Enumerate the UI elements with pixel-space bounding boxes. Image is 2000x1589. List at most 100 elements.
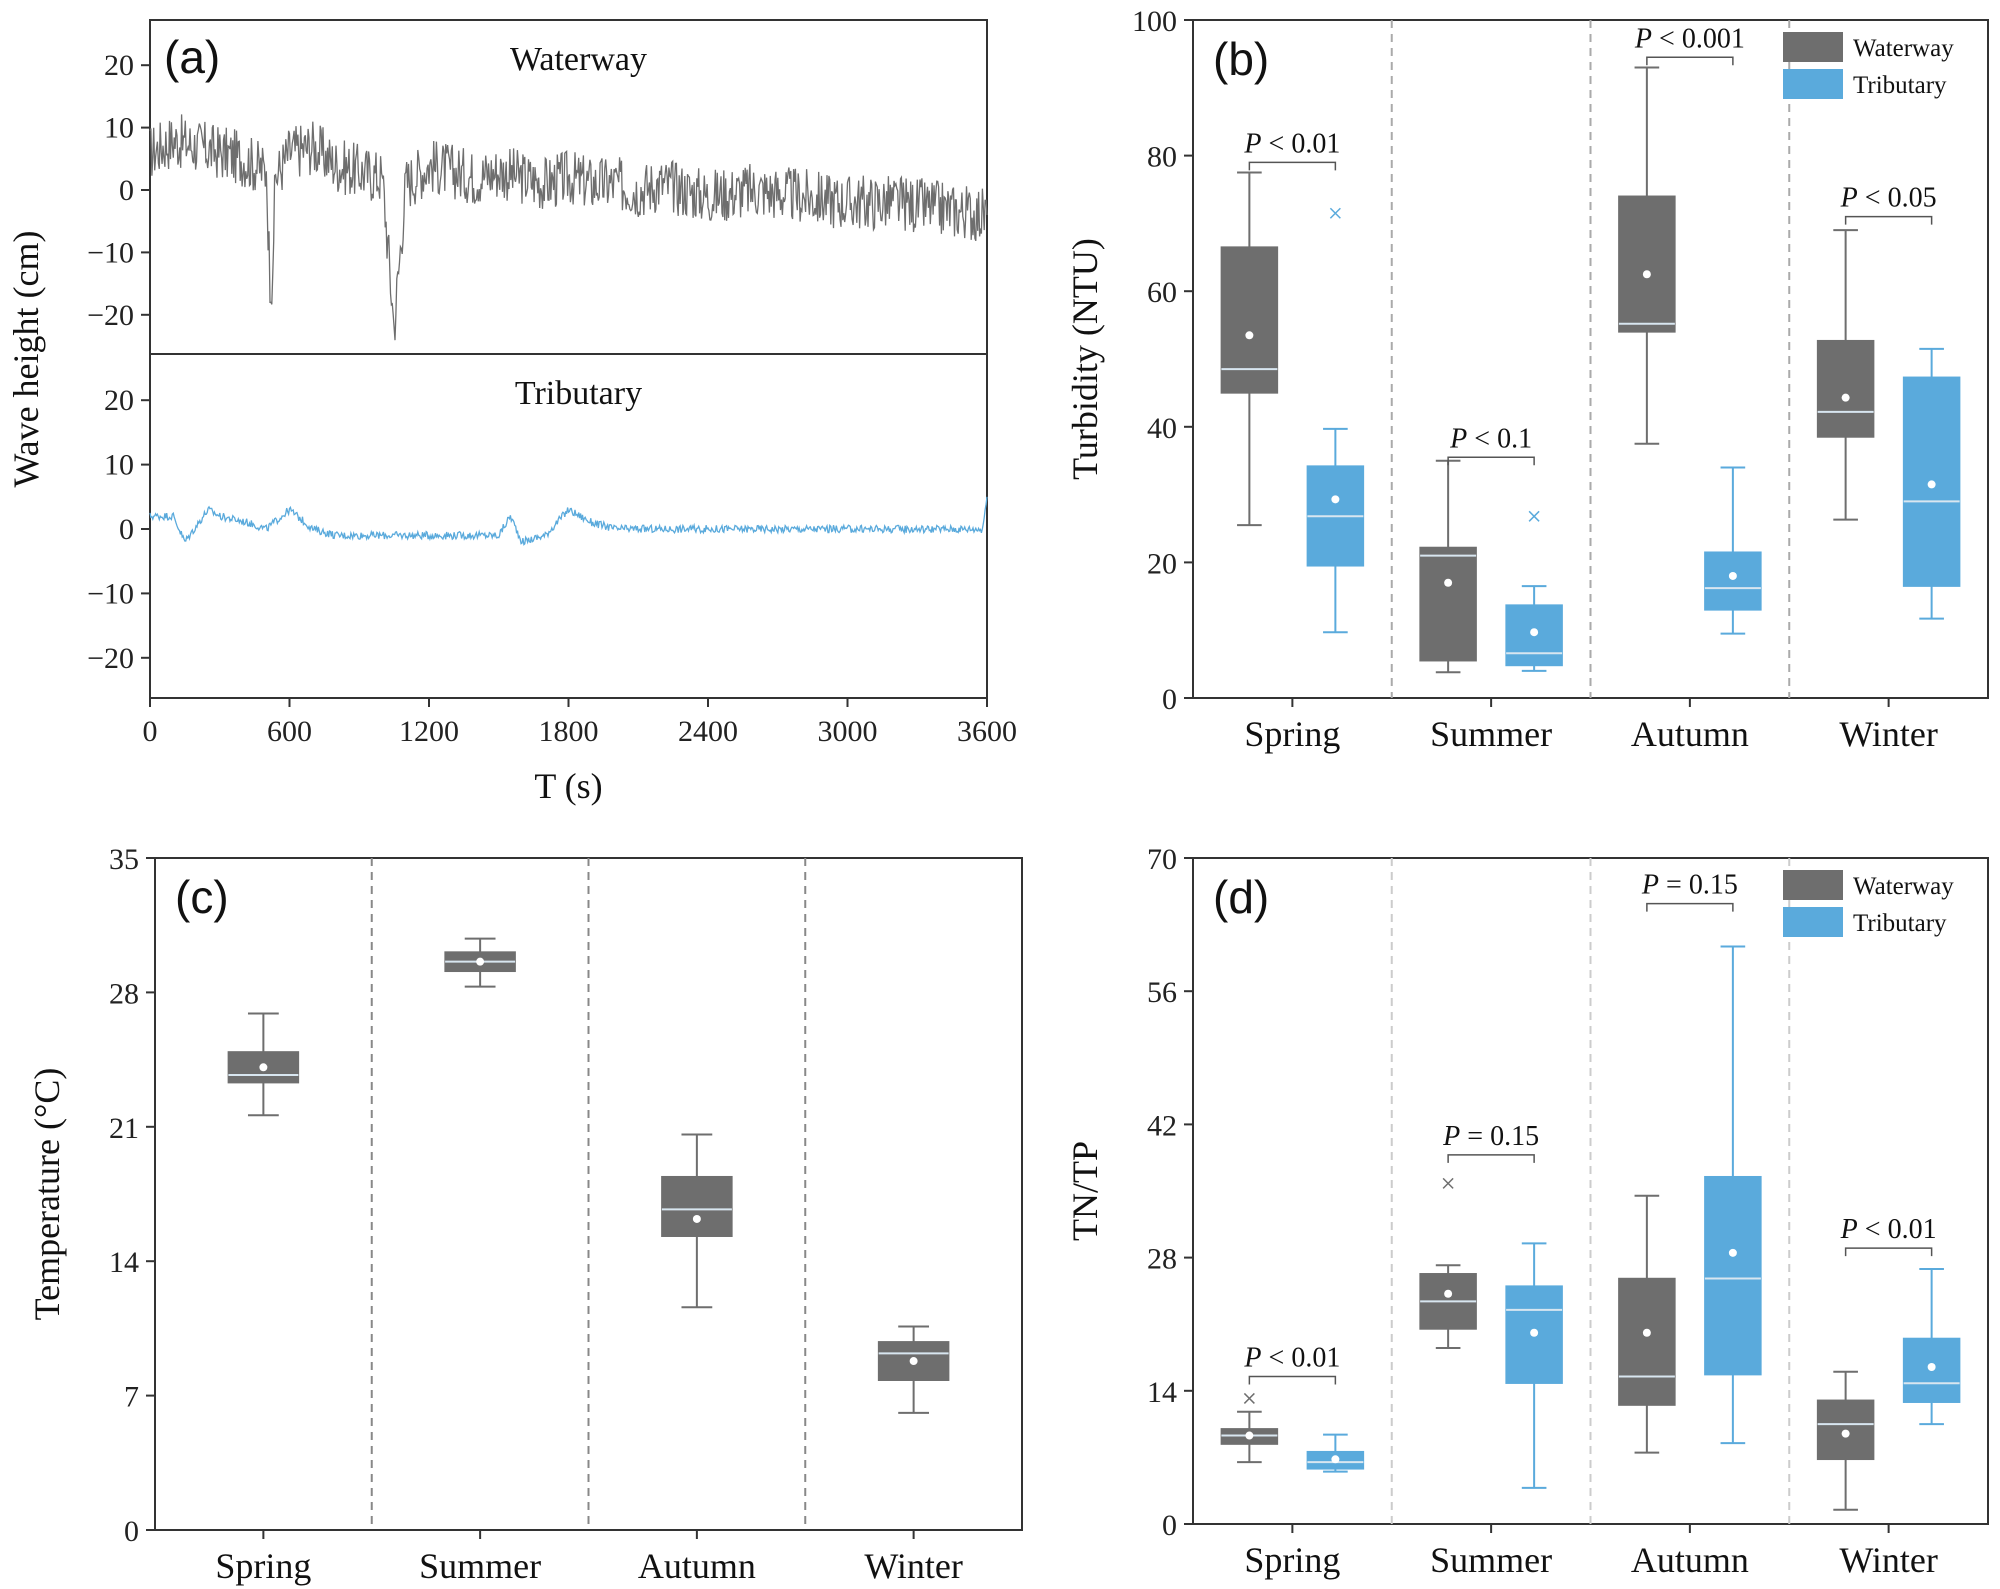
wave-trace-tributary: [149, 496, 988, 546]
box-iqr: [1220, 246, 1279, 394]
tributary-box-autumn: [1704, 945, 1762, 1445]
legend-swatch: [1783, 32, 1843, 62]
y-tick-label: −10: [87, 577, 134, 610]
category-label: Winter: [864, 1546, 963, 1586]
legend-swatch: [1783, 907, 1843, 937]
y-axis-label: Temperature (°C): [27, 1068, 67, 1321]
y-tick-label: 20: [1147, 547, 1177, 580]
significance-bracket: [1447, 1154, 1535, 1163]
significance-bracket: [1844, 215, 1933, 225]
mean-marker: [1245, 1431, 1254, 1440]
mean-marker: [1728, 1248, 1737, 1257]
panel-c: 0 7 14 21 28 35 Temperature (°C) (c) Spring Summe…: [27, 843, 1023, 1586]
box-autumn: [661, 1133, 733, 1309]
category-label: Spring: [215, 1546, 311, 1586]
mean-marker: [1530, 1328, 1539, 1337]
category-label: Winter: [1839, 1540, 1938, 1580]
y-tick-label: 20: [104, 384, 134, 417]
tributary-box-winter: [1902, 347, 1961, 620]
outlier-marker: [1243, 1392, 1255, 1404]
p-value-annotation: P < 0.01: [1840, 1214, 1937, 1245]
mean-marker: [1331, 1455, 1340, 1464]
panel-label: (a): [164, 31, 220, 83]
y-tick-label: 10: [104, 449, 134, 482]
y-axis-label: TN/TP: [1065, 1141, 1105, 1241]
waterway-box-winter: [1816, 229, 1875, 521]
category-label: Summer: [1430, 1540, 1552, 1580]
category-label: Summer: [419, 1546, 541, 1586]
x-tick-label: 1800: [539, 715, 599, 748]
x-tick-label: 600: [267, 715, 312, 748]
legend-label: Waterway: [1853, 873, 1954, 900]
tributary-box-spring: [1306, 207, 1365, 634]
waterway-box-summer: [1419, 1177, 1477, 1349]
box-iqr: [661, 1175, 733, 1237]
waterway-box-summer: [1419, 459, 1477, 674]
mean-marker: [1530, 628, 1539, 637]
p-value-annotation: P < 0.05: [1840, 183, 1937, 214]
category-label: Summer: [1430, 714, 1552, 754]
mean-marker: [909, 1357, 918, 1366]
tributary-box-spring: [1306, 1433, 1365, 1473]
p-value-annotation: P < 0.01: [1243, 128, 1340, 159]
x-tick-label: 1200: [399, 715, 459, 748]
legend-swatch: [1783, 870, 1843, 900]
category-label: Spring: [1244, 1540, 1340, 1580]
y-tick-label: −20: [87, 299, 134, 332]
p-value-annotation: P = 0.15: [1442, 1121, 1539, 1152]
panel-d: 0 14 28 42 56 70 TN/TP (d) Spring Summer Autumn Win…: [1065, 843, 1989, 1580]
waterway-box-winter: [1816, 1370, 1875, 1511]
y-tick-label: 10: [104, 112, 134, 145]
panel-a: 0 600 1200 1800 2400 3000 3600 T (s) Wave height…: [6, 19, 1017, 806]
y-tick-label: 56: [1147, 976, 1177, 1009]
box-iqr: [1419, 546, 1477, 662]
x-axis-label: T (s): [534, 766, 602, 806]
y-tick-label: 7: [124, 1381, 139, 1414]
wave-trace-waterway: [149, 114, 988, 341]
tributary-box-autumn: [1704, 466, 1762, 635]
y-axis-label: Wave height (cm): [6, 231, 46, 488]
legend-swatch: [1783, 69, 1843, 99]
x-tick-label: 2400: [678, 715, 738, 748]
y-tick-label: 0: [119, 174, 134, 207]
y-tick-label: 0: [119, 513, 134, 546]
x-tick-label: 3000: [818, 715, 878, 748]
y-tick-label: 100: [1132, 5, 1177, 38]
legend-label: Tributary: [1853, 72, 1947, 99]
y-tick-label: 70: [1147, 843, 1177, 876]
significance-bracket: [1447, 456, 1535, 466]
panel-label: (c): [175, 871, 229, 923]
category-label: Autumn: [1631, 714, 1749, 754]
mean-marker: [1927, 1363, 1936, 1372]
y-axis-label: Turbidity (NTU): [1065, 238, 1105, 480]
y-tick-label: −20: [87, 642, 134, 675]
mean-marker: [1927, 480, 1936, 489]
significance-bracket: [1248, 161, 1337, 171]
waterway-box-spring: [1220, 1392, 1279, 1464]
significance-bracket: [1646, 56, 1734, 66]
p-value-annotation: P = 0.15: [1641, 870, 1738, 901]
category-label: Autumn: [638, 1546, 756, 1586]
box-spring: [227, 1012, 300, 1117]
panel-b: 0 20 40 60 80 100 Turbidity (NTU) (b) Spring Summ…: [1065, 5, 1989, 754]
mean-marker: [1245, 331, 1254, 340]
x-tick-label: 3600: [957, 715, 1017, 748]
y-tick-label: 80: [1147, 141, 1177, 174]
y-tick-label: 28: [109, 977, 139, 1010]
mean-marker: [692, 1214, 701, 1223]
panel-label: (b): [1213, 33, 1269, 85]
box-iqr: [1704, 1175, 1762, 1376]
mean-marker: [1642, 270, 1651, 279]
y-tick-label: −10: [87, 236, 134, 269]
significance-bracket: [1248, 1375, 1337, 1385]
tributary-box-summer: [1505, 510, 1563, 672]
box-summer: [444, 937, 516, 988]
tributary-box-summer: [1505, 1242, 1563, 1489]
y-tick-label: 35: [109, 843, 139, 876]
waterway-box-autumn: [1618, 1194, 1676, 1454]
mean-marker: [1841, 393, 1850, 402]
category-label: Autumn: [1631, 1540, 1749, 1580]
mean-marker: [1331, 495, 1340, 504]
panel-label: (d): [1213, 871, 1269, 923]
legend-label: Waterway: [1853, 35, 1954, 62]
